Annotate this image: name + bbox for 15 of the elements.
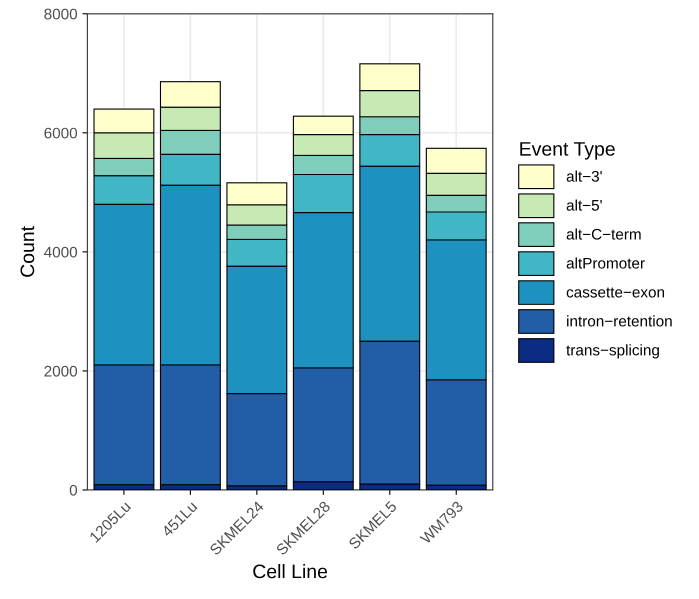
legend-label: alt−3'	[566, 170, 602, 182]
y-tick-label: 0	[70, 484, 78, 496]
legend-label: trans−splicing	[566, 344, 659, 358]
legend-label: alt−C−term	[566, 228, 641, 240]
legend-title: Event Type	[520, 142, 615, 160]
x-axis-title: Cell Line	[253, 564, 328, 578]
legend-label: alt−5'	[566, 199, 602, 211]
y-tick-label: 6000	[44, 128, 78, 139]
legend-label: intron−retention	[567, 315, 672, 327]
legend-label: cassette−exon	[566, 288, 664, 298]
y-axis-title: Count	[20, 226, 34, 277]
y-tick-label: 2000	[44, 366, 78, 377]
y-tick-label: 4000	[44, 246, 78, 258]
legend-label: altPromoter	[566, 257, 645, 269]
y-tick-label: 8000	[44, 8, 78, 20]
